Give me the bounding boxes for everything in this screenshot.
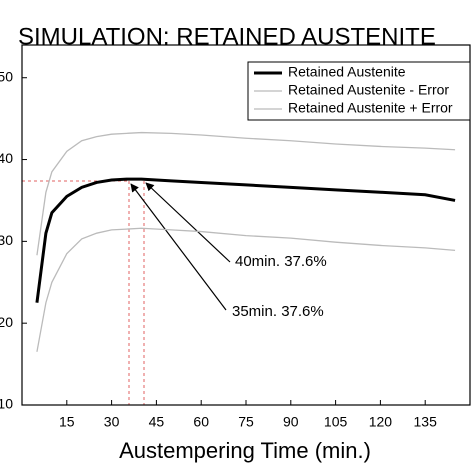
x-tick-label: 75 <box>238 414 254 430</box>
x-tick-label: 120 <box>369 414 393 430</box>
y-tick-label: 40 <box>0 150 13 166</box>
x-tick-label: 15 <box>59 414 75 430</box>
y-tick-label: 10 <box>0 396 13 412</box>
legend-box <box>247 61 471 121</box>
arrow <box>145 182 231 263</box>
arrow <box>130 183 227 311</box>
series-line <box>35 177 456 303</box>
x-tick-label: 45 <box>149 414 165 430</box>
chart-title: SIMULATION: RETAINED AUSTENITE <box>18 23 436 50</box>
x-tick-label: 60 <box>193 414 209 430</box>
legend-label: Retained Austenite <box>288 64 406 80</box>
annotation: 40min. 37.6% <box>235 253 327 270</box>
y-tick-label: 30 <box>0 232 13 248</box>
series-line <box>36 131 456 256</box>
x-tick-label: 90 <box>283 414 299 430</box>
series-line <box>36 227 456 352</box>
x-axis-label: Austempering Time (min.) <box>119 438 371 463</box>
legend-label: Retained Austenite - Error <box>288 82 449 98</box>
y-tick-label: 50 <box>0 68 13 84</box>
y-tick-label: 20 <box>0 314 13 330</box>
x-tick-label: 30 <box>104 414 120 430</box>
x-tick-label: 105 <box>324 414 348 430</box>
annotation: 35min. 37.6% <box>232 303 324 320</box>
x-tick-label: 135 <box>414 414 438 430</box>
legend-label: Retained Austenite + Error <box>288 100 453 116</box>
